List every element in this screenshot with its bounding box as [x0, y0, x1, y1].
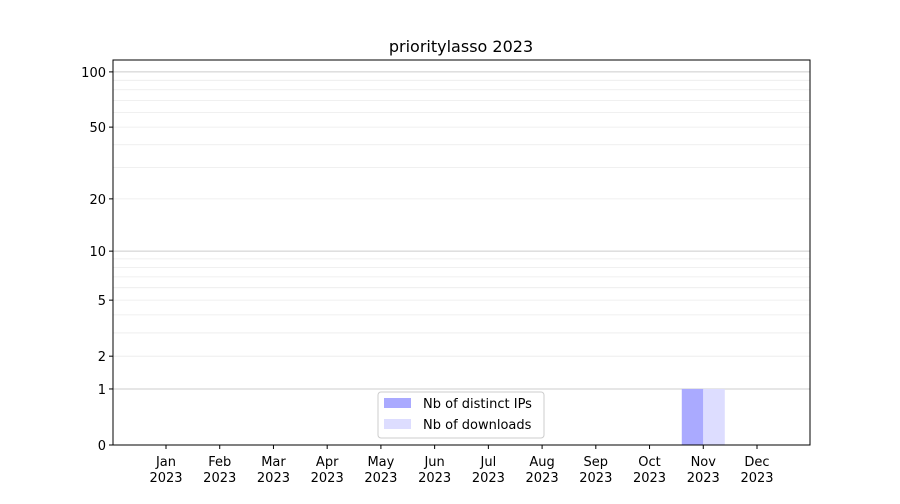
x-tick-label: 2023	[311, 471, 344, 486]
bar-0-10	[681, 388, 704, 445]
bar-1-10	[703, 388, 725, 445]
x-tick-label: 2023	[526, 471, 559, 486]
x-tick-label: Feb	[208, 455, 231, 470]
y-tick-label: 20	[89, 193, 106, 208]
x-tick-label: 2023	[203, 471, 236, 486]
x-tick-label: 2023	[418, 471, 451, 486]
x-tick-label: May	[367, 455, 394, 470]
y-tick-label: 0	[98, 439, 106, 454]
x-tick-label: 2023	[472, 471, 505, 486]
x-tick-label: Apr	[316, 455, 339, 470]
chart-title: prioritylasso 2023	[389, 37, 533, 56]
x-tick-label: 2023	[740, 471, 773, 486]
x-tick-label: Oct	[638, 455, 660, 470]
x-tick-label: Sep	[584, 455, 609, 470]
x-tick-label: 2023	[633, 471, 666, 486]
legend-swatch	[384, 419, 411, 429]
legend-box	[377, 391, 545, 439]
legend-label: Nb of distinct IPs	[423, 397, 532, 412]
y-tick-label: 10	[89, 245, 106, 260]
y-tick-label: 50	[89, 121, 106, 136]
x-tick-label: Mar	[261, 455, 286, 470]
plot-frame	[112, 59, 811, 446]
x-tick-label: Jun	[423, 455, 444, 470]
x-tick-label: Dec	[744, 455, 769, 470]
y-tick-label: 100	[81, 66, 106, 81]
x-tick-label: 2023	[364, 471, 397, 486]
y-tick-label: 2	[98, 350, 106, 365]
x-tick-label: Nov	[691, 455, 717, 470]
x-tick-label: 2023	[687, 471, 720, 486]
x-tick-label: 2023	[579, 471, 612, 486]
legend-label: Nb of downloads	[423, 418, 532, 433]
y-tick-label: 5	[98, 294, 106, 309]
x-tick-label: 2023	[149, 471, 182, 486]
x-tick-label: Jan	[155, 455, 176, 470]
x-tick-label: 2023	[257, 471, 290, 486]
y-tick-label: 1	[98, 383, 106, 398]
x-tick-label: Aug	[529, 455, 554, 470]
legend-swatch	[384, 398, 411, 408]
x-tick-label: Jul	[480, 455, 497, 470]
